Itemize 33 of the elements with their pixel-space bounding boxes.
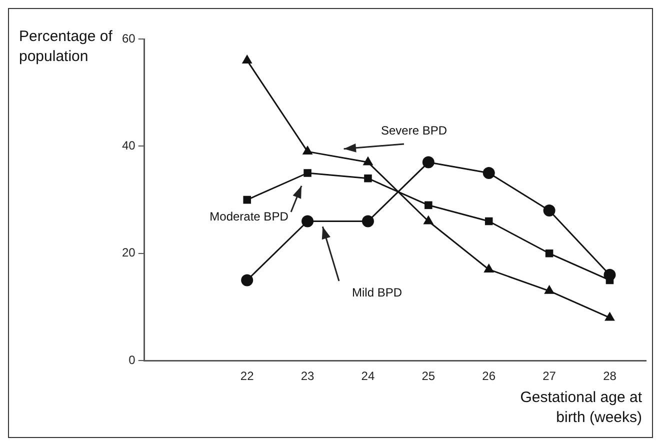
point xyxy=(545,250,554,258)
point xyxy=(241,274,254,286)
x-tick-label: 28 xyxy=(603,369,617,384)
point xyxy=(484,217,493,226)
x-tick-label: 22 xyxy=(240,369,254,384)
y-tick-label: 60 xyxy=(122,31,136,46)
point xyxy=(543,204,556,217)
point xyxy=(364,174,372,182)
x-tick-label: 27 xyxy=(542,369,556,384)
x-tick-label: 26 xyxy=(482,369,496,384)
point xyxy=(362,215,374,228)
y-tick-label: 40 xyxy=(122,138,136,153)
point xyxy=(482,167,495,179)
x-tick-label: 25 xyxy=(422,369,436,384)
point xyxy=(604,312,615,321)
x-axis-title: Gestational age at birth (weeks) xyxy=(520,389,643,426)
point xyxy=(422,156,434,168)
text: Mild BPD xyxy=(352,285,402,300)
point xyxy=(362,156,374,166)
point xyxy=(242,54,252,64)
series-label: Severe BPD xyxy=(380,123,448,138)
series-label: Moderate BPD xyxy=(210,209,289,224)
x-tick-label: 23 xyxy=(300,369,315,384)
point xyxy=(302,146,313,155)
y-tick-label: 0 xyxy=(128,352,136,367)
point xyxy=(302,215,314,228)
point xyxy=(304,169,312,177)
x-tick-label: 24 xyxy=(361,369,375,384)
y-tick-label: 20 xyxy=(122,246,136,260)
point xyxy=(423,215,434,224)
point xyxy=(424,201,432,210)
y-axis-title: Percentage of population xyxy=(19,28,114,65)
point xyxy=(243,196,251,204)
